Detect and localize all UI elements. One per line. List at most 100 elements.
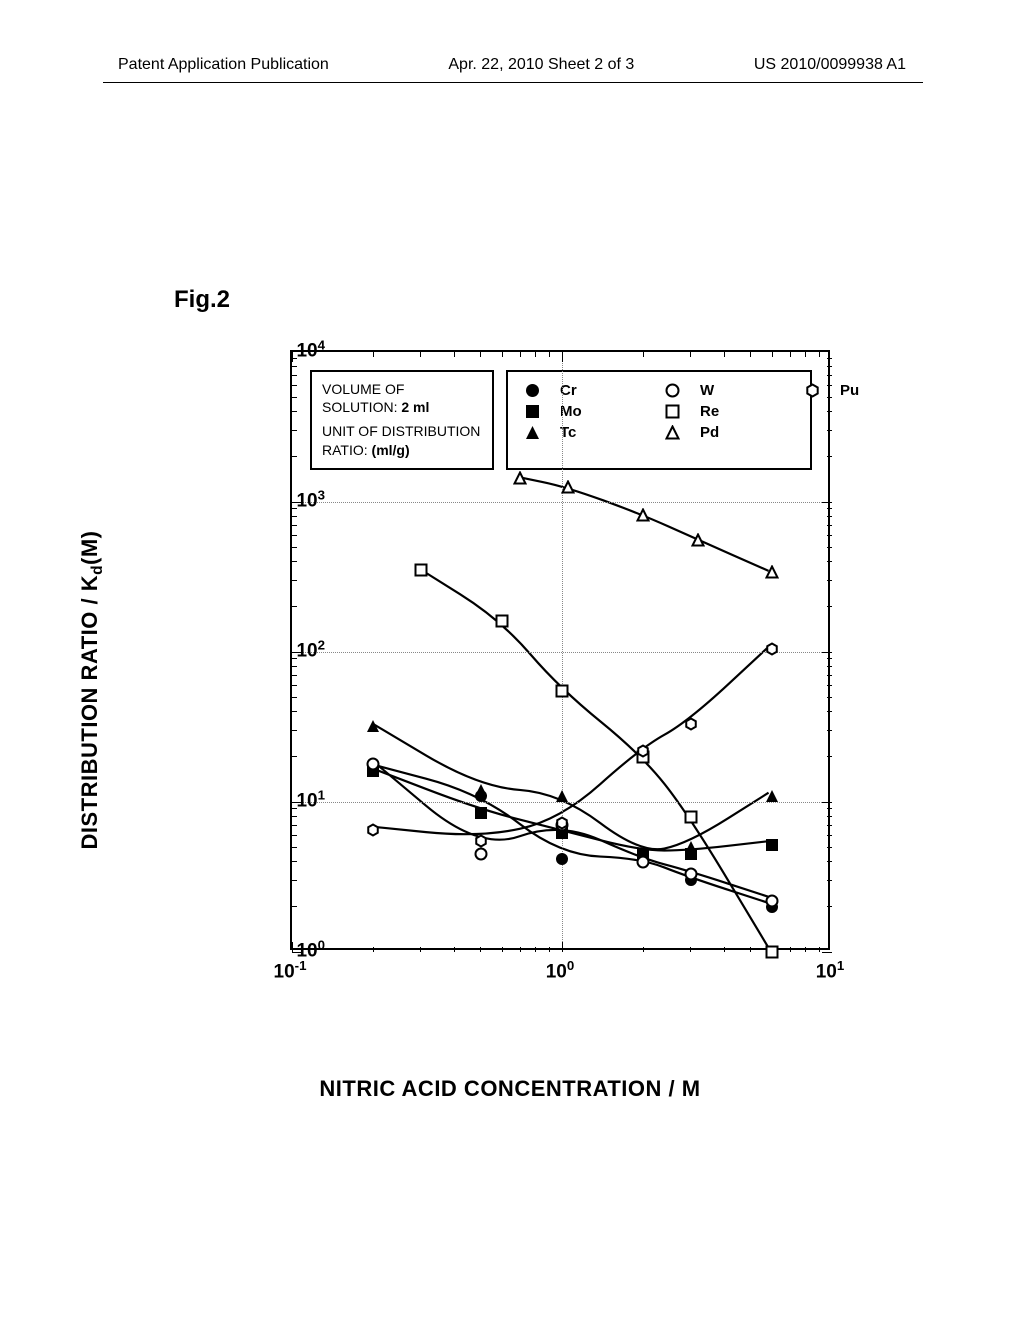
tick: [805, 947, 806, 952]
tick: [827, 675, 832, 676]
grid-h: [292, 502, 828, 503]
tick: [822, 652, 832, 653]
tick: [292, 385, 297, 386]
tick: [520, 947, 521, 952]
tick: [827, 580, 832, 581]
ytick-label: 101: [296, 787, 325, 812]
tick: [827, 711, 832, 712]
data-point-re: [555, 684, 569, 698]
tick: [292, 880, 297, 881]
tick: [292, 756, 297, 757]
tick: [790, 352, 791, 357]
data-point-tc: [684, 840, 698, 854]
tick: [827, 847, 832, 848]
tick: [750, 947, 751, 952]
data-point-pd: [561, 480, 575, 494]
data-point-cr: [555, 852, 569, 866]
tick: [827, 397, 832, 398]
tick: [827, 375, 832, 376]
data-point-pu: [555, 816, 569, 830]
data-point-tc: [555, 789, 569, 803]
tick: [827, 456, 832, 457]
tick: [292, 685, 297, 686]
data-point-pu: [474, 834, 488, 848]
data-point-re: [414, 563, 428, 577]
tick: [292, 835, 297, 836]
tick: [750, 352, 751, 357]
tick: [827, 547, 832, 548]
tick: [292, 730, 297, 731]
tick: [690, 352, 691, 357]
tick: [373, 352, 374, 357]
data-point-w: [474, 847, 488, 861]
tick: [827, 666, 832, 667]
tick: [549, 947, 550, 952]
header-right: US 2010/0099938 A1: [754, 56, 906, 74]
tick: [480, 352, 481, 357]
data-point-re: [684, 810, 698, 824]
grid-h: [292, 652, 828, 653]
figure-label: Fig.2: [174, 286, 230, 314]
data-point-pu: [366, 823, 380, 837]
tick: [292, 525, 297, 526]
tick: [819, 947, 820, 952]
tick: [292, 352, 293, 362]
data-point-tc: [366, 719, 380, 733]
tick: [292, 906, 297, 907]
tick: [292, 825, 297, 826]
tick: [643, 947, 644, 952]
tick: [292, 375, 297, 376]
tick: [827, 658, 832, 659]
tick: [772, 352, 773, 357]
tick: [724, 352, 725, 357]
tick: [827, 808, 832, 809]
tick: [827, 411, 832, 412]
tick: [520, 352, 521, 357]
data-point-pu: [636, 744, 650, 758]
tick: [822, 952, 832, 953]
tick: [292, 847, 297, 848]
tick: [454, 352, 455, 357]
tick: [292, 535, 297, 536]
tick: [827, 516, 832, 517]
tick: [292, 397, 297, 398]
tick: [827, 366, 832, 367]
data-point-pd: [636, 508, 650, 522]
data-point-pd: [513, 471, 527, 485]
tick: [292, 430, 297, 431]
xtick-label: 100: [546, 958, 575, 983]
xtick-label: 10-1: [274, 958, 307, 983]
tick: [373, 947, 374, 952]
data-point-tc: [474, 783, 488, 797]
tick: [549, 352, 550, 357]
tick: [822, 802, 832, 803]
tick: [292, 547, 297, 548]
tick: [827, 561, 832, 562]
data-point-w: [684, 867, 698, 881]
ytick-label: 104: [296, 337, 325, 362]
tick: [827, 861, 832, 862]
tick: [827, 508, 832, 509]
tick: [822, 502, 832, 503]
data-point-re: [765, 945, 779, 959]
tick: [420, 352, 421, 357]
tick: [292, 666, 297, 667]
tick: [292, 816, 297, 817]
tick: [827, 358, 832, 359]
tick: [827, 756, 832, 757]
data-point-pu: [765, 642, 779, 656]
data-point-w: [636, 855, 650, 869]
tick: [643, 352, 644, 357]
tick: [292, 675, 297, 676]
tick: [805, 352, 806, 357]
tick: [292, 606, 297, 607]
tick: [827, 816, 832, 817]
tick: [480, 947, 481, 952]
tick: [827, 880, 832, 881]
chart-container: DISTRIBUTION RATIO / Kd(M) NITRIC ACID C…: [140, 340, 880, 1040]
tick: [292, 456, 297, 457]
tick: [724, 947, 725, 952]
xtick-label: 101: [816, 958, 845, 983]
data-point-tc: [765, 789, 779, 803]
tick: [819, 352, 820, 357]
